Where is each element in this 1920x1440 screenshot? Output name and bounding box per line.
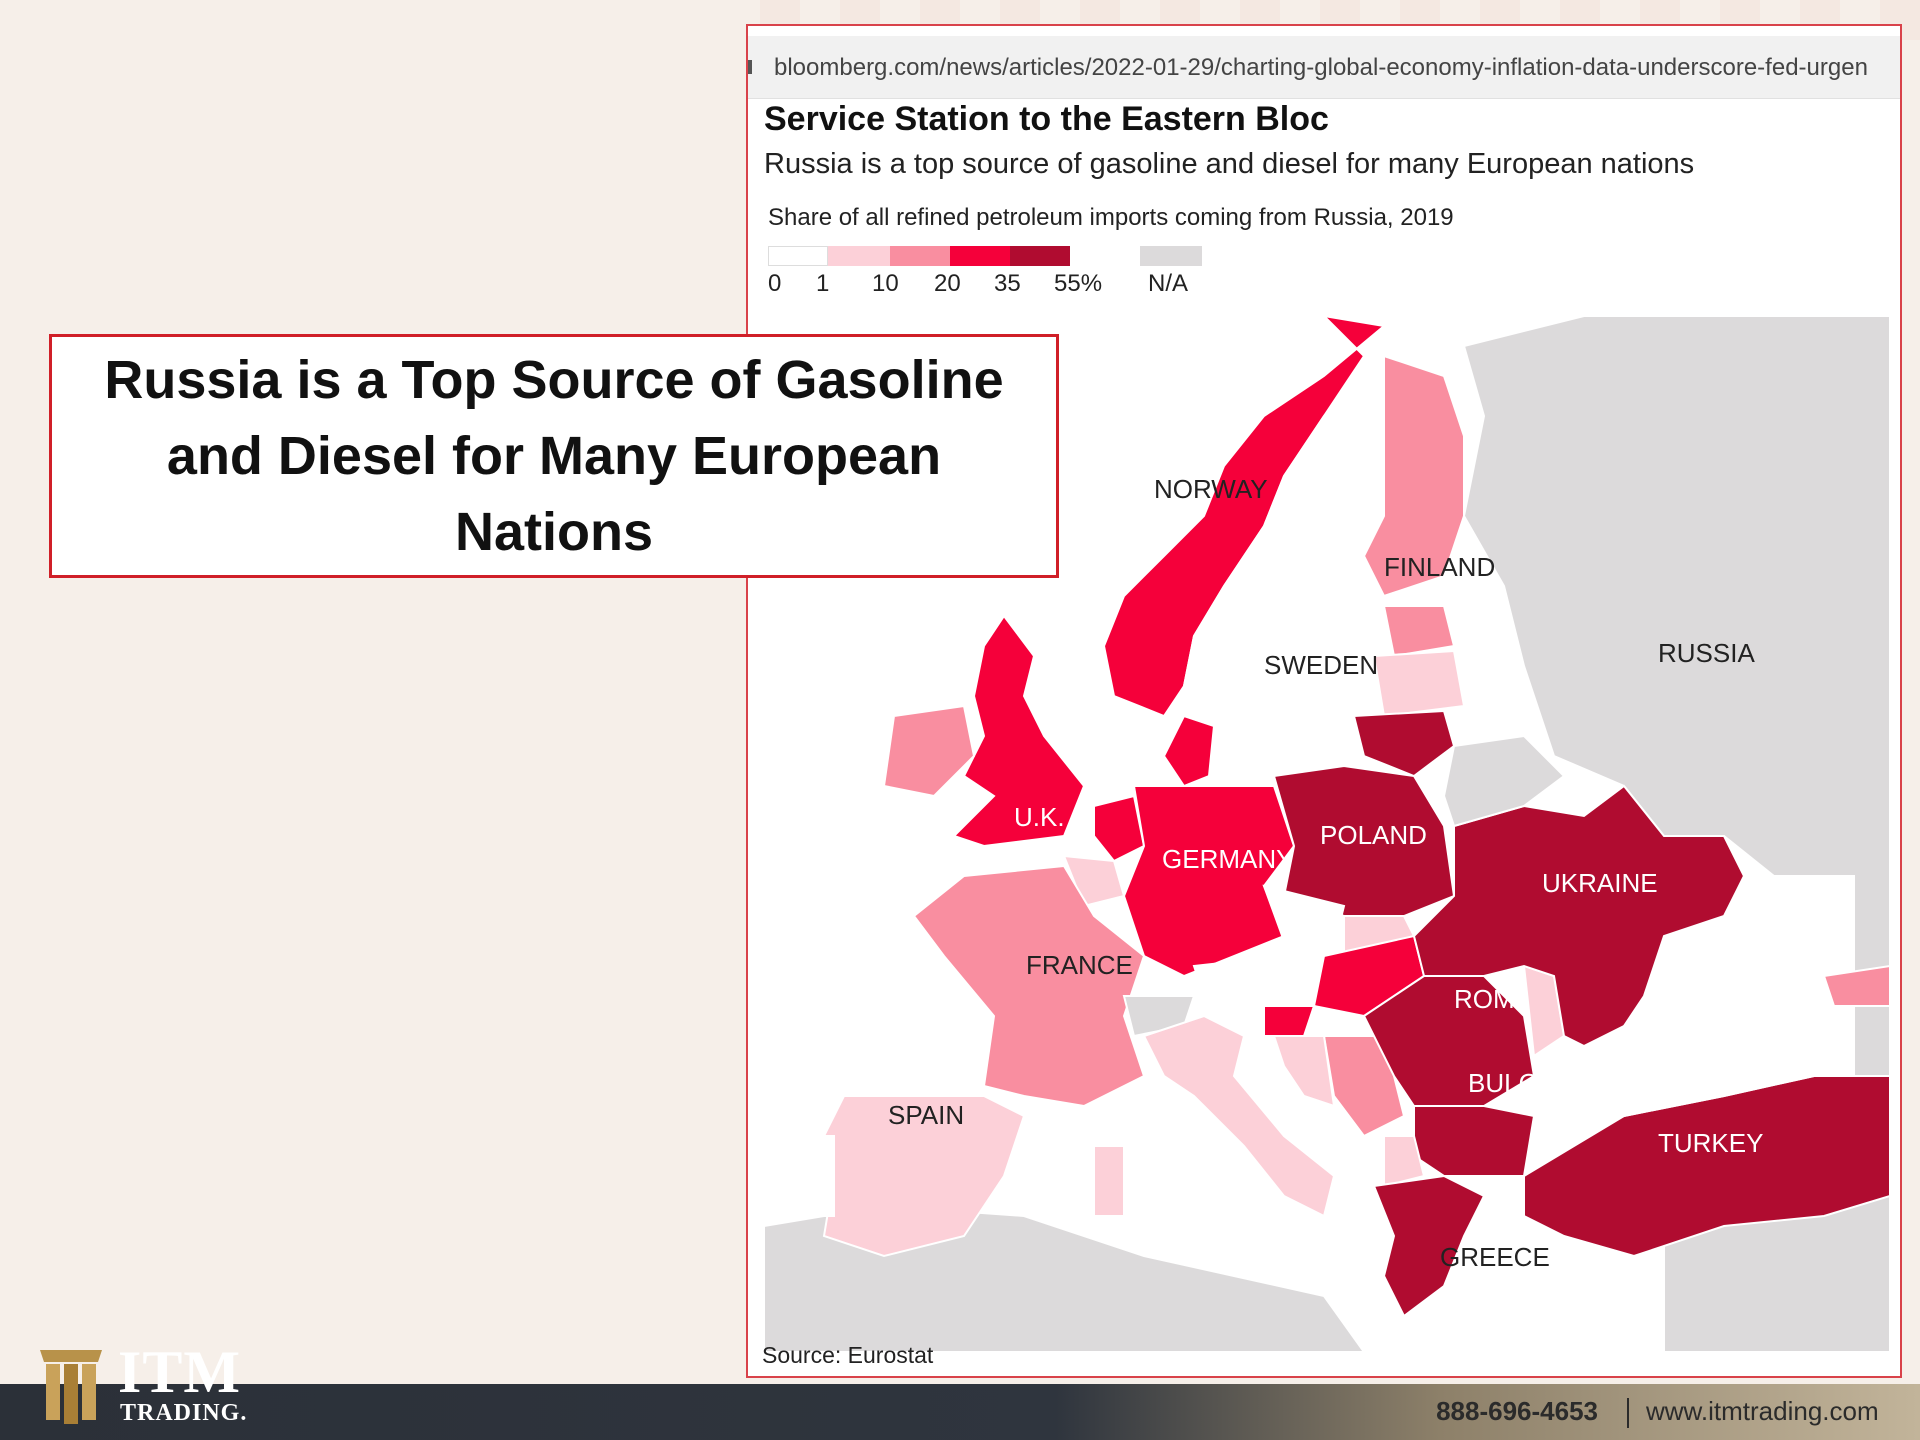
legend-title: Share of all refined petroleum imports c…	[768, 204, 1454, 231]
legend-swatch-1	[828, 246, 890, 266]
legend-swatch-4	[1010, 246, 1070, 266]
region-france	[912, 864, 1146, 1108]
region-uk	[952, 614, 1086, 848]
legend-label-4: 35	[994, 270, 1021, 297]
region-italy	[1142, 1014, 1336, 1218]
legend-swatch-0	[768, 246, 828, 266]
legend-swatch-na	[1140, 246, 1202, 266]
label-bulgaria: BULG.	[1468, 1068, 1546, 1098]
region-ukraine	[1412, 784, 1746, 1058]
label-norway: NORWAY	[1154, 474, 1268, 504]
legend-label-5: 55%	[1054, 270, 1103, 297]
label-poland: POLAND	[1320, 820, 1427, 850]
label-spain: SPAIN	[888, 1100, 964, 1130]
footer-bar	[0, 1384, 1920, 1440]
legend-label-na: N/A	[1148, 270, 1189, 297]
legend-label-1: 1	[816, 270, 830, 297]
label-turkey: TURKEY	[1658, 1128, 1763, 1158]
region-belarus	[1442, 734, 1566, 828]
legend-swatch-3	[950, 246, 1010, 266]
callout-box: Russia is a Top Source of Gasoline and D…	[49, 334, 1059, 578]
europe-map: NORWAY FINLAND SWEDEN RUSSIA U.K. GERMAN…	[764, 316, 1890, 1352]
footer-phone[interactable]: 888-696-4653	[1436, 1396, 1598, 1426]
brand-logo-text[interactable]: ITM	[118, 1339, 241, 1405]
url-bar[interactable]: bloomberg.com/news/articles/2022-01-29/c…	[748, 36, 1900, 99]
region-sardinia	[1093, 1145, 1125, 1217]
footer-website[interactable]: www.itmtrading.com	[1646, 1396, 1879, 1426]
region-latvia	[1372, 649, 1466, 718]
callout-text: Russia is a Top Source of Gasoline and D…	[104, 350, 1004, 562]
region-denmark	[1162, 714, 1216, 788]
legend-label-3: 20	[934, 270, 961, 297]
region-poland	[1272, 764, 1456, 917]
chart-subtitle: Russia is a top source of gasoline and d…	[764, 148, 1695, 180]
lock-icon	[748, 60, 752, 74]
label-romania: ROM.	[1454, 984, 1522, 1014]
brand-logo-subtext: TRADING.	[120, 1400, 248, 1426]
region-cyprus	[1822, 964, 1890, 1007]
region-portugal	[803, 1135, 835, 1217]
region-slovenia	[1263, 1005, 1316, 1037]
chart-source: Source: Eurostat	[762, 1342, 934, 1368]
region-bulgaria	[1413, 1105, 1536, 1177]
region-ireland	[882, 704, 976, 798]
region-greece	[1372, 1174, 1486, 1318]
region-macedonia	[1383, 1135, 1426, 1188]
region-black-sea	[1542, 994, 1846, 1138]
footer-divider	[1627, 1398, 1629, 1428]
region-austria	[1192, 954, 1327, 997]
region-lithuania	[1352, 709, 1456, 778]
legend-swatch-2	[890, 246, 950, 266]
itm-pillar-logo-icon	[40, 1350, 102, 1424]
article-screenshot: bloomberg.com/news/articles/2022-01-29/c…	[746, 24, 1902, 1378]
label-ukraine: UKRAINE	[1542, 868, 1658, 898]
region-croatia	[1272, 1035, 1336, 1108]
region-finland	[1362, 354, 1465, 598]
region-netherlands	[1093, 794, 1146, 863]
legend-label-0: 0	[768, 270, 782, 297]
region-sweden	[1182, 374, 1385, 748]
region-estonia	[1382, 605, 1456, 658]
region-czechia	[1262, 884, 1346, 948]
label-uk: U.K.	[1014, 802, 1065, 832]
label-greece: GREECE	[1440, 1242, 1550, 1272]
label-finland: FINLAND	[1384, 552, 1495, 582]
label-france: FRANCE	[1026, 950, 1133, 980]
label-russia: RUSSIA	[1658, 638, 1755, 668]
label-sweden: SWEDEN	[1264, 650, 1378, 680]
chart-title: Service Station to the Eastern Bloc	[764, 100, 1329, 138]
label-germany: GERMANY	[1162, 844, 1293, 874]
legend-label-2: 10	[872, 270, 899, 297]
region-germany	[1122, 785, 1296, 978]
url-text[interactable]: bloomberg.com/news/articles/2022-01-29/c…	[774, 54, 1868, 81]
